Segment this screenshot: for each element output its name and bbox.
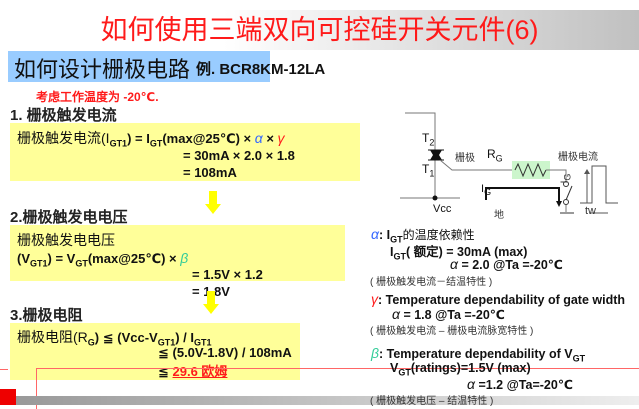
beta-symbol: β [180,250,189,266]
down-arrow-icon [203,291,219,320]
ground-label: 地 [494,210,504,221]
ig-label: IG [481,183,492,198]
alpha-note: ( 栅极触发电流－结温特性 ) [370,277,493,288]
gamma-symbol: γ [277,130,285,146]
section1-line1: 栅极触发电流(IGT1) = IGT(max@25℃) × α × γ [17,130,285,149]
section3-box [10,323,300,380]
divider-line [36,368,37,409]
example-part: 例. BCR8KM-12LA [196,61,326,78]
beta-note: ( 栅极触发电压 – 结温特性 ) [370,396,494,407]
down-arrow-icon [205,191,221,220]
temperature-note: 考虑工作温度为 -20℃. [36,90,159,104]
section2-box [10,225,345,281]
result-value: 29.6 欧姆 [172,364,228,379]
section2-line1: 栅极触发电电压 [17,232,115,248]
section2-heading: 2.栅极触发电电压 [10,209,128,226]
circuit-diagram [400,112,618,214]
pulse-title: 栅极电流 [558,152,598,163]
gamma-line2: α = 1.8 @Ta =-20℃ [392,306,505,322]
subtitle: 如何设计栅极电路 [14,57,191,82]
rg-label: RG [487,147,503,164]
alpha-line2: IGT( 额定) = 30mA (max) [390,245,528,262]
divider-line [36,368,639,369]
tw-label: tw [585,205,596,217]
section3-line1: 栅极电阻(RG) ≦ (Vcc-VGT1) / IGT1 [17,329,212,348]
t2-label: T2 [422,131,435,148]
section2-line3: = 1.5V × 1.2 [192,267,263,282]
section3-line3: ≦ 29.6 欧姆 [158,364,228,379]
beta-line3: α =1.2 @Ta=-20℃ [467,376,573,392]
subtitle-band [8,51,270,82]
beta-title: β: Temperature dependability of VGT [371,345,586,364]
pulse-ig-label: IG [559,173,573,184]
section1-line2: = 30mA × 2.0 × 1.8 [183,148,295,163]
t1-label: T1 [422,162,435,179]
title-bar [0,10,639,50]
beta-line2: VGT(ratings)=1.5V (max) [390,361,531,378]
section1-box [10,123,360,181]
section3-line2: ≦ (5.0V-1.8V) / 108mA [158,345,292,360]
alpha-title: α: IGT的温度依赖性 [371,226,475,245]
gate-label: 栅极 [455,153,475,164]
alpha-line3: α = 2.0 @Ta =-20℃ [450,256,563,272]
divider-line [0,369,8,370]
gamma-note: ( 栅极触发电流 – 栅极电流脉宽特性 ) [370,326,534,337]
page-title: 如何使用三端双向可控硅开关元件(6) [100,15,539,45]
alpha-symbol: α [254,130,263,146]
gamma-title: γ: Temperature dependability of gate wid… [371,291,626,307]
section1-line3: = 108mA [183,165,237,180]
footer-bar [16,396,639,405]
section1-heading: 1. 栅极触发电流 [10,107,117,124]
vcc-label: Vcc [433,203,452,215]
section2-line2: (VGT1) = VGT(max@25℃) × β [17,250,189,269]
section3-heading: 3.栅极电阻 [10,307,83,324]
footer-square [0,389,16,405]
